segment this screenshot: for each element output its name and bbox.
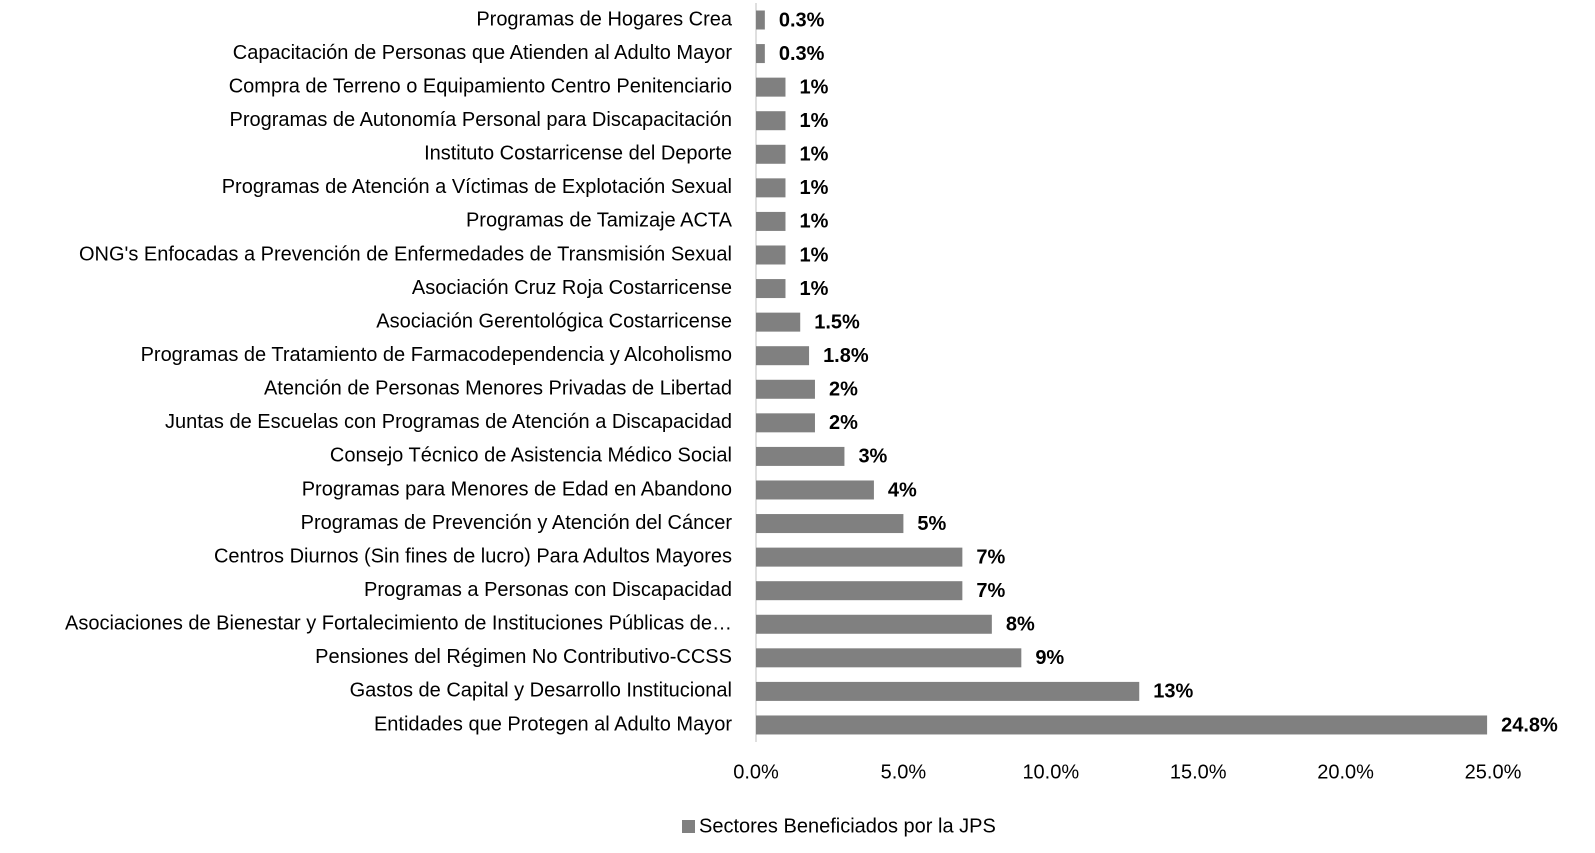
x-tick-label: 10.0% (1022, 761, 1079, 783)
value-label: 1.5% (814, 311, 860, 333)
value-label: 7% (976, 546, 1005, 568)
y-tick-label: Compra de Terreno o Equipamiento Centro … (229, 75, 732, 97)
bar (756, 279, 786, 299)
y-tick-label: Programas de Autonomía Personal para Dis… (230, 109, 733, 131)
bar (756, 681, 1140, 701)
bar (756, 144, 786, 164)
y-tick-label: Instituto Costarricense del Deporte (424, 143, 732, 165)
y-tick-label: Asociación Gerentológica Costarricense (376, 310, 732, 332)
y-tick-label: Programas de Tamizaje ACTA (466, 210, 733, 232)
y-tick-label: Programas para Menores de Edad en Abando… (302, 478, 732, 500)
bar (756, 346, 810, 366)
bar (756, 514, 904, 534)
bar (756, 77, 786, 97)
y-tick-label: Gastos de Capital y Desarrollo Instituci… (350, 680, 732, 702)
bar (756, 547, 963, 567)
value-label: 7% (976, 580, 1005, 602)
y-tick-label: Programas de Atención a Víctimas de Expl… (222, 176, 732, 198)
value-label: 9% (1035, 647, 1064, 669)
bar (756, 211, 786, 231)
value-label: 1.8% (823, 345, 869, 367)
legend-swatch (682, 820, 695, 833)
value-label: 24.8% (1501, 714, 1558, 736)
x-tick-label: 5.0% (881, 761, 927, 783)
bar (756, 111, 786, 131)
bar (756, 480, 874, 500)
bar (756, 581, 963, 601)
value-label: 1% (799, 177, 828, 199)
value-label: 1% (799, 278, 828, 300)
bar (756, 312, 801, 332)
bar (756, 446, 845, 466)
bar (756, 614, 992, 634)
value-label: 8% (1006, 614, 1035, 636)
value-label: 2% (829, 379, 858, 401)
y-tick-label: Asociaciones de Bienestar y Fortalecimie… (65, 613, 732, 635)
value-label: 1% (799, 110, 828, 132)
value-label: 1% (799, 76, 828, 98)
x-tick-label: 20.0% (1317, 761, 1374, 783)
bar (756, 413, 815, 433)
y-tick-label: Pensiones del Régimen No Contributivo-CC… (315, 646, 732, 668)
legend-label: Sectores Beneficiados por la JPS (699, 815, 996, 837)
value-label: 5% (917, 513, 946, 535)
x-tick-label: 15.0% (1170, 761, 1227, 783)
y-tick-label: Capacitación de Personas que Atienden al… (233, 42, 733, 64)
value-label: 0.3% (779, 43, 825, 65)
value-label: 13% (1153, 681, 1193, 703)
bar (756, 379, 815, 399)
bar (756, 245, 786, 265)
y-tick-label: Programas a Personas con Discapacidad (364, 579, 732, 601)
bar (756, 178, 786, 198)
value-label: 1% (799, 211, 828, 233)
y-tick-label: ONG's Enfocadas a Prevención de Enfermed… (79, 243, 732, 265)
value-label: 3% (858, 446, 887, 468)
value-label: 1% (799, 144, 828, 166)
value-label: 2% (829, 412, 858, 434)
y-tick-label: Entidades que Protegen al Adulto Mayor (374, 713, 732, 735)
y-tick-label: Juntas de Escuelas con Programas de Aten… (165, 411, 732, 433)
value-label: 0.3% (779, 9, 825, 31)
bar (756, 715, 1488, 735)
value-label: 4% (888, 479, 917, 501)
value-label: 1% (799, 244, 828, 266)
y-tick-label: Asociación Cruz Roja Costarricense (412, 277, 732, 299)
x-tick-label: 25.0% (1465, 761, 1522, 783)
bar (756, 648, 1022, 668)
y-tick-label: Programas de Hogares Crea (476, 8, 733, 30)
x-tick-label: 0.0% (733, 761, 779, 783)
bar (756, 10, 765, 30)
y-tick-label: Centros Diurnos (Sin fines de lucro) Par… (214, 545, 732, 567)
y-tick-label: Consejo Técnico de Asistencia Médico Soc… (330, 445, 732, 467)
y-tick-label: Atención de Personas Menores Privadas de… (264, 378, 732, 400)
y-tick-label: Programas de Prevención y Atención del C… (301, 512, 733, 534)
y-tick-label: Programas de Tratamiento de Farmacodepen… (141, 344, 732, 366)
bar (756, 44, 765, 64)
